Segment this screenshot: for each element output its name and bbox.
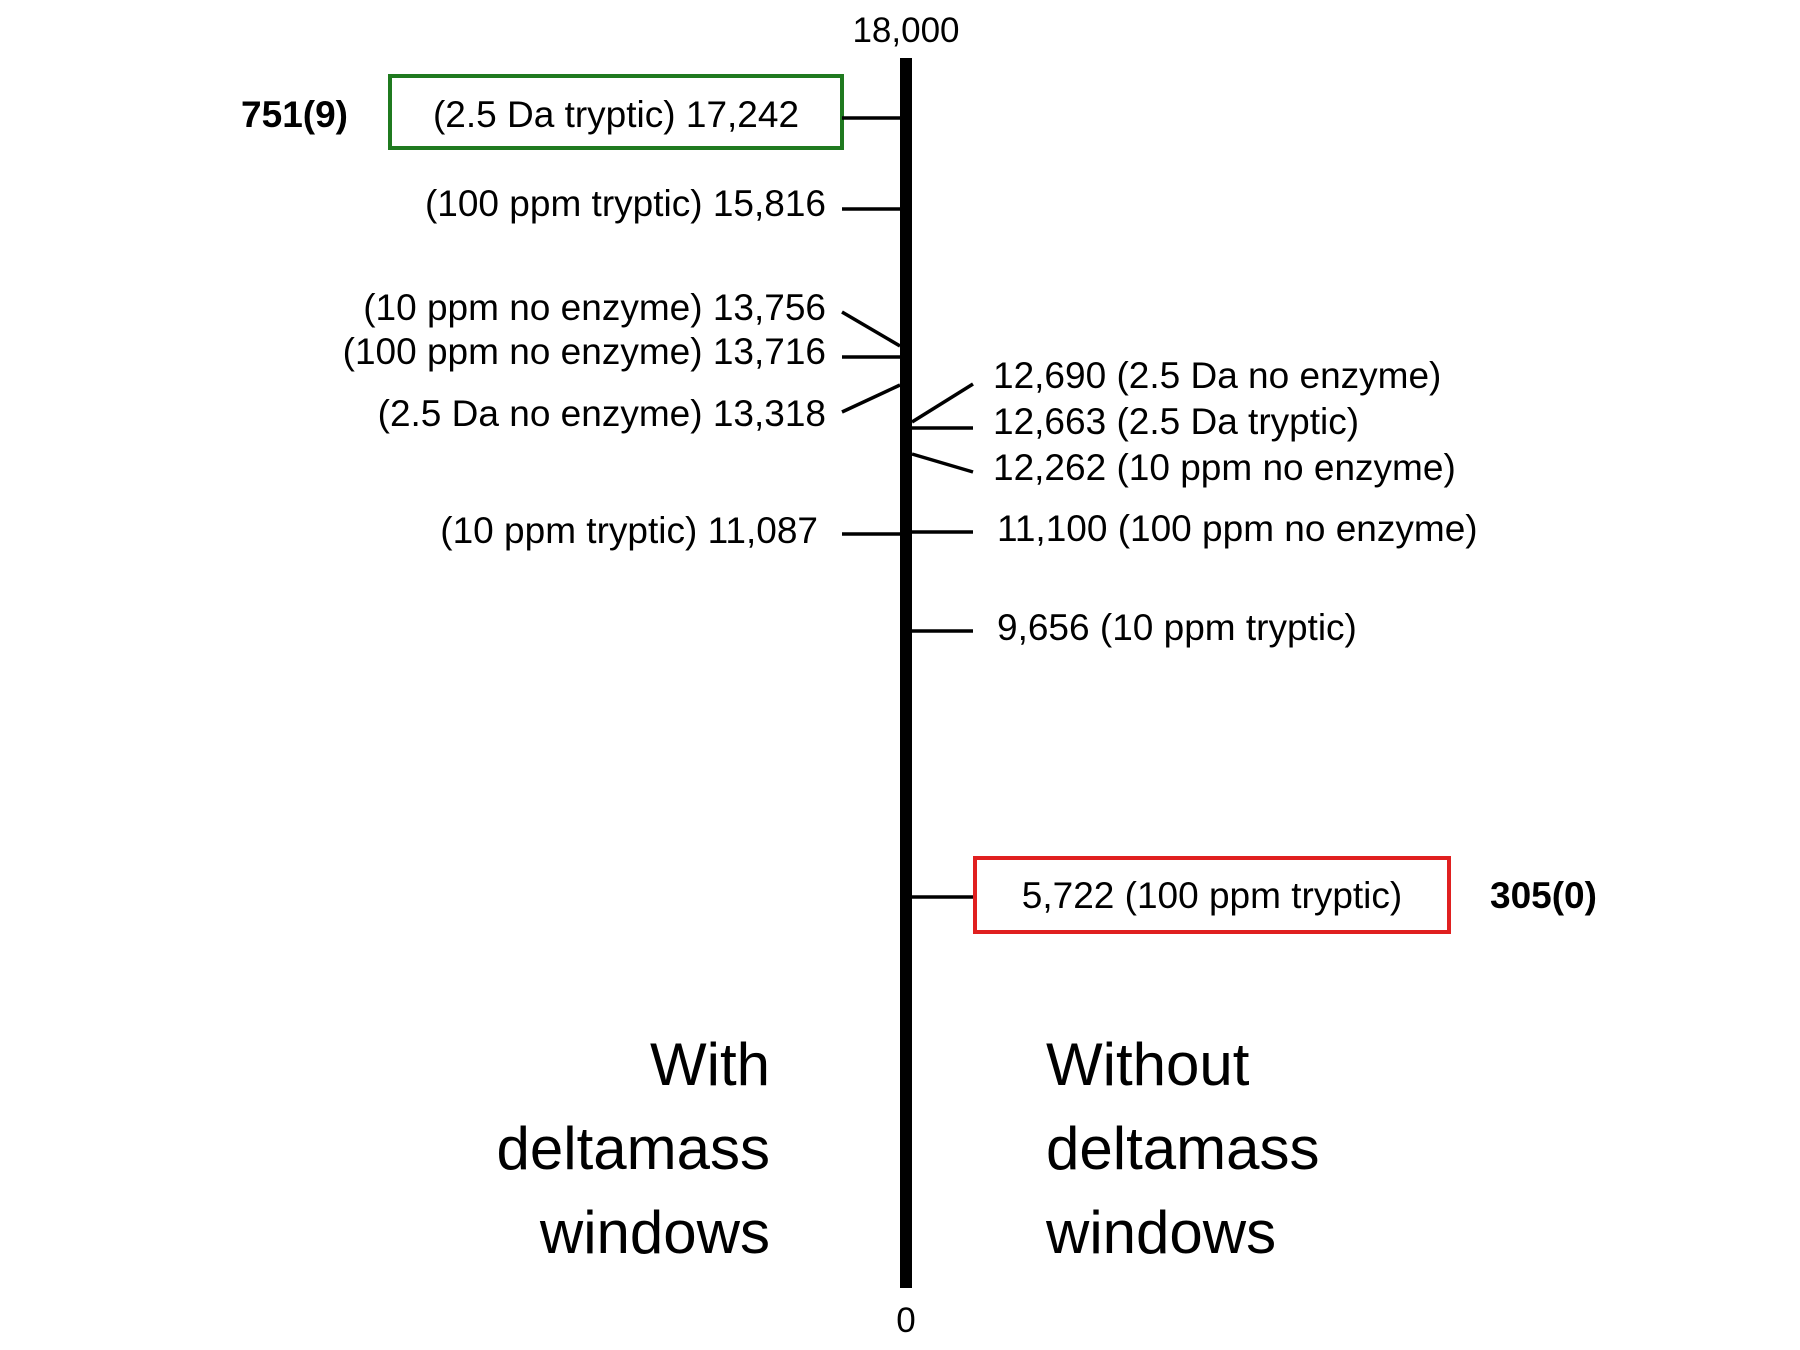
without-entry-label: 12,262 (10 ppm no enzyme) [993, 447, 1456, 488]
axis-top-label: 18,000 [852, 11, 959, 50]
axis-bottom-label: 0 [896, 1301, 915, 1340]
without-entry-label: 11,100 (100 ppm no enzyme) [997, 508, 1478, 549]
worst-highlight-box [973, 856, 1451, 934]
with-entry-leader [841, 310, 901, 348]
best-highlight-box [388, 74, 844, 150]
with-entry-label: (2.5 Da no enzyme) 13,318 [378, 393, 826, 434]
best-note-label: 751(9) [241, 94, 348, 135]
without-windows-footer-line: deltamass [1046, 1115, 1319, 1182]
worst-note-label: 305(0) [1490, 875, 1597, 916]
without-windows-footer-line: windows [1045, 1199, 1276, 1266]
without-windows-group: 12,690 (2.5 Da no enzyme) 12,663 (2.5 Da… [911, 355, 1597, 1266]
without-windows-footer-line: Without [1046, 1031, 1250, 1098]
with-entry-label: (100 ppm no enzyme) 13,716 [343, 331, 826, 372]
without-entry-label: 9,656 (10 ppm tryptic) [997, 607, 1357, 648]
without-entry-label: 5,722 (100 ppm tryptic) [1022, 875, 1402, 916]
with-windows-footer-line: With [650, 1031, 770, 1098]
with-entry-label: (10 ppm tryptic) 11,087 [440, 510, 818, 551]
with-entry-label: (2.5 Da tryptic) 17,242 [433, 94, 799, 135]
without-entry-label: 12,663 (2.5 Da tryptic) [993, 401, 1359, 442]
with-entry-label: (100 ppm tryptic) 15,816 [425, 183, 826, 224]
without-entry-leader [911, 452, 974, 474]
with-entry-label: (10 ppm no enzyme) 13,756 [363, 287, 826, 328]
with-windows-group: 751(9) (2.5 Da tryptic) 17,242 (100 ppm … [241, 74, 901, 1266]
without-entry-leader [911, 382, 974, 424]
with-windows-footer-line: deltamass [497, 1115, 770, 1182]
with-windows-footer-line: windows [539, 1199, 770, 1266]
with-entry-leader [841, 383, 901, 414]
without-entry-label: 12,690 (2.5 Da no enzyme) [993, 355, 1441, 396]
